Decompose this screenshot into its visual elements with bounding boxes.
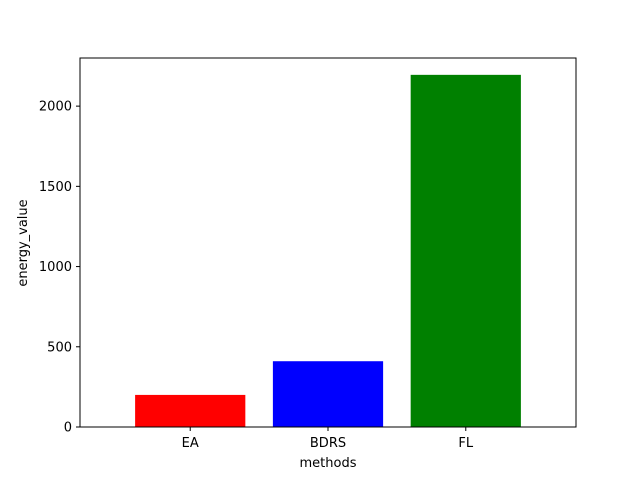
bar-bdrs [272, 361, 384, 427]
y-axis-label: energy_value [16, 199, 31, 286]
y-tick-label: 1500 [39, 180, 72, 195]
y-tick-label: 500 [47, 340, 72, 355]
bar-fl [410, 74, 521, 428]
y-tick-label: 1000 [39, 260, 72, 275]
y-axis-ticks: 0 500 1000 1500 2000 [39, 100, 80, 436]
bar-ea [135, 394, 246, 427]
x-tick-label: FL [458, 436, 473, 451]
y-tick-label: 0 [64, 421, 72, 436]
x-axis-label: methods [300, 456, 357, 471]
y-tick-label: 2000 [39, 100, 72, 115]
x-axis-ticks: EA BDRS FL [182, 427, 474, 451]
bars-group [135, 74, 521, 428]
x-tick-label: EA [182, 436, 199, 451]
x-tick-label: BDRS [310, 436, 346, 451]
